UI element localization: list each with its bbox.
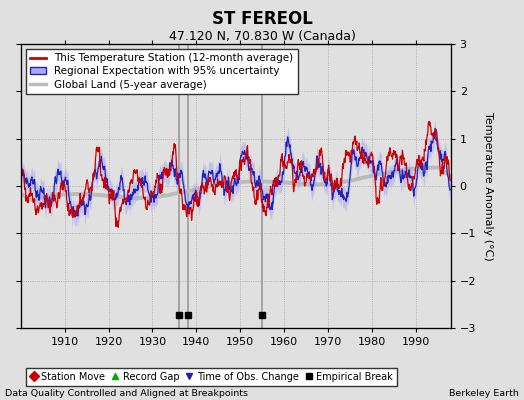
Text: ST FEREOL: ST FEREOL [212, 10, 312, 28]
Legend: Station Move, Record Gap, Time of Obs. Change, Empirical Break: Station Move, Record Gap, Time of Obs. C… [26, 368, 397, 386]
Text: 47.120 N, 70.830 W (Canada): 47.120 N, 70.830 W (Canada) [169, 30, 355, 43]
Text: Berkeley Earth: Berkeley Earth [449, 389, 519, 398]
Y-axis label: Temperature Anomaly (°C): Temperature Anomaly (°C) [483, 112, 493, 260]
Text: Data Quality Controlled and Aligned at Breakpoints: Data Quality Controlled and Aligned at B… [5, 389, 248, 398]
